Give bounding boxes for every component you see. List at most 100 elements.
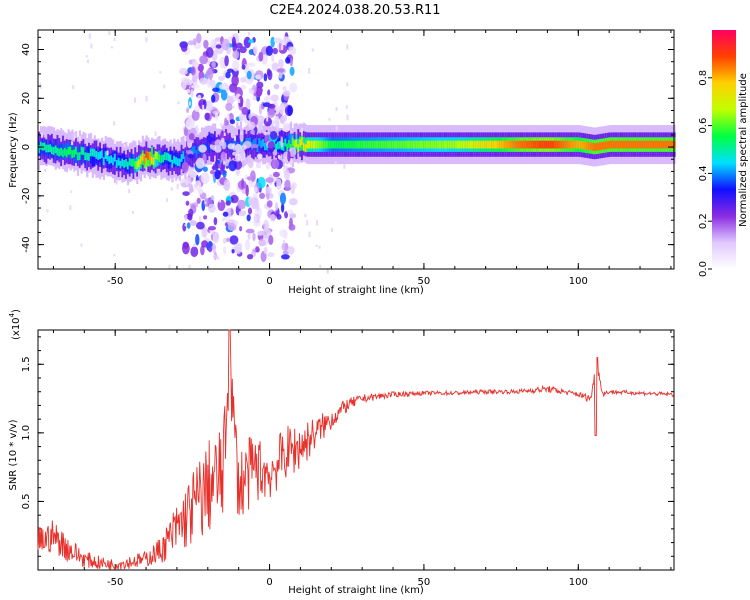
spectrogram-cell xyxy=(397,140,400,149)
spectrogram-cell xyxy=(565,140,569,149)
spectrogram-cell xyxy=(346,114,349,121)
spectrogram-cell xyxy=(206,141,209,150)
spectrogram-cell xyxy=(391,140,394,149)
spectrogram-cell xyxy=(203,39,209,49)
spectrogram-cell xyxy=(310,140,313,149)
spectrogram-cell xyxy=(235,153,241,162)
spectrogram-cell xyxy=(241,64,246,70)
spectrogram-cell xyxy=(278,39,288,44)
spectrogram-cell xyxy=(89,148,93,157)
spectrogram-cell xyxy=(123,143,126,148)
spectrogram-cell xyxy=(580,141,583,149)
spectrogram-cell xyxy=(452,140,456,149)
spectrogram-cell xyxy=(247,32,250,36)
chart-title: C2E4.2024.038.20.53.R11 xyxy=(269,3,440,18)
spectrogram-cell xyxy=(46,209,49,213)
spectrogram-cell xyxy=(441,140,444,149)
spectrogram-cell xyxy=(388,140,391,149)
spectrogram-cell xyxy=(63,147,67,156)
spectrogram-cell xyxy=(235,167,240,176)
spectrogram-cell xyxy=(282,122,290,133)
spectrogram-cell xyxy=(262,138,265,147)
spectrogram-cell xyxy=(259,192,266,199)
y-tick-label: 20 xyxy=(21,92,32,105)
spectrogram-cell xyxy=(402,140,406,149)
spectrogram-cell xyxy=(193,145,196,154)
spectrogram-cell xyxy=(654,140,658,149)
spectrogram-cell xyxy=(417,140,420,149)
spectrogram-cell xyxy=(217,257,220,260)
spectrogram-cell xyxy=(612,140,615,149)
y-tick-label: 0 xyxy=(21,144,32,150)
spectrogram-cell xyxy=(186,89,191,94)
spectrogram-cell xyxy=(234,143,242,153)
spectrogram-cell xyxy=(341,140,344,149)
spectrogram-cell xyxy=(590,142,593,151)
spectrogram-cell xyxy=(246,176,256,181)
spectrogram-cell xyxy=(119,160,122,169)
spectrogram-cell xyxy=(256,144,259,152)
spectrogram-cell xyxy=(503,140,506,149)
spectrogram-cell xyxy=(51,146,54,155)
spectrogram-cell xyxy=(132,158,135,167)
spectrogram-cell xyxy=(123,160,126,168)
spectrogram-cell xyxy=(588,142,591,151)
spectrogram-cell xyxy=(265,186,271,195)
spectrogram-cell xyxy=(471,140,474,149)
spectrogram-cell xyxy=(88,33,91,40)
spectrogram-cell xyxy=(188,59,193,65)
spectrogram-cell xyxy=(186,222,191,229)
spectrogram-cell xyxy=(265,163,270,170)
spectrogram-cell xyxy=(282,142,285,151)
spectrogram-cell xyxy=(562,140,565,149)
spectrogram-cell xyxy=(187,153,194,159)
spectrogram-cell xyxy=(649,140,652,149)
spectrogram-cell xyxy=(202,166,208,172)
spectrogram-cell xyxy=(234,138,237,147)
spectrogram-cell xyxy=(170,187,173,191)
snr-axes: -50 0 50 100 0.5 1.0 1.5 xyxy=(21,330,674,588)
spectrogram-cell xyxy=(241,178,245,189)
spectrogram-cell xyxy=(208,226,217,231)
spectrogram-cell xyxy=(484,140,487,149)
colorbar-tick-label: 0.6 xyxy=(698,118,709,134)
spectrogram-cell xyxy=(80,243,83,247)
spectrogram-cell xyxy=(91,148,94,157)
spectrogram-cell xyxy=(617,140,620,149)
spectrogram-cell xyxy=(428,140,432,149)
spectrogram-cell xyxy=(222,217,225,222)
spectrogram-cell xyxy=(255,246,260,253)
spectrogram-cell xyxy=(438,140,441,149)
spectrogram-cell xyxy=(591,142,595,151)
spectrogram-cell xyxy=(178,158,181,167)
spectrogram-cell xyxy=(270,94,279,102)
spectrogram-cell xyxy=(465,140,469,149)
spectrogram-cell xyxy=(638,140,641,149)
spectrogram-cell xyxy=(38,145,41,154)
spectrogram-cell xyxy=(272,159,280,169)
spectrogram-cell xyxy=(271,62,279,71)
spectrogram-cell xyxy=(44,168,47,172)
spectrogram-cell xyxy=(338,140,341,149)
spectrogram-cell xyxy=(195,150,198,158)
spectrogram-cell xyxy=(209,170,215,175)
spectrogram-cell xyxy=(179,67,188,75)
spectrogram-cell xyxy=(506,140,509,149)
spectrogram-cell xyxy=(128,159,131,175)
spectrogram-cell xyxy=(167,153,170,162)
spectrogram-cell xyxy=(217,162,222,169)
spectrogram-cell xyxy=(258,239,266,247)
spectrogram-cell xyxy=(419,140,422,149)
spectrogram-cell xyxy=(254,138,257,147)
spectrogram-cell xyxy=(278,141,281,149)
spectrogram-cell xyxy=(79,136,81,141)
spectrogram-cell xyxy=(238,95,244,108)
spectrogram-cell xyxy=(423,140,426,149)
spectrogram-cell xyxy=(247,233,251,240)
spectrogram-cell xyxy=(260,140,263,149)
spectrogram-cell xyxy=(493,140,496,149)
spectrogram-cell xyxy=(160,155,163,163)
spectrogram-cell xyxy=(180,154,183,162)
spectrogram-cell xyxy=(40,132,43,138)
spectrogram-cell xyxy=(227,222,237,231)
